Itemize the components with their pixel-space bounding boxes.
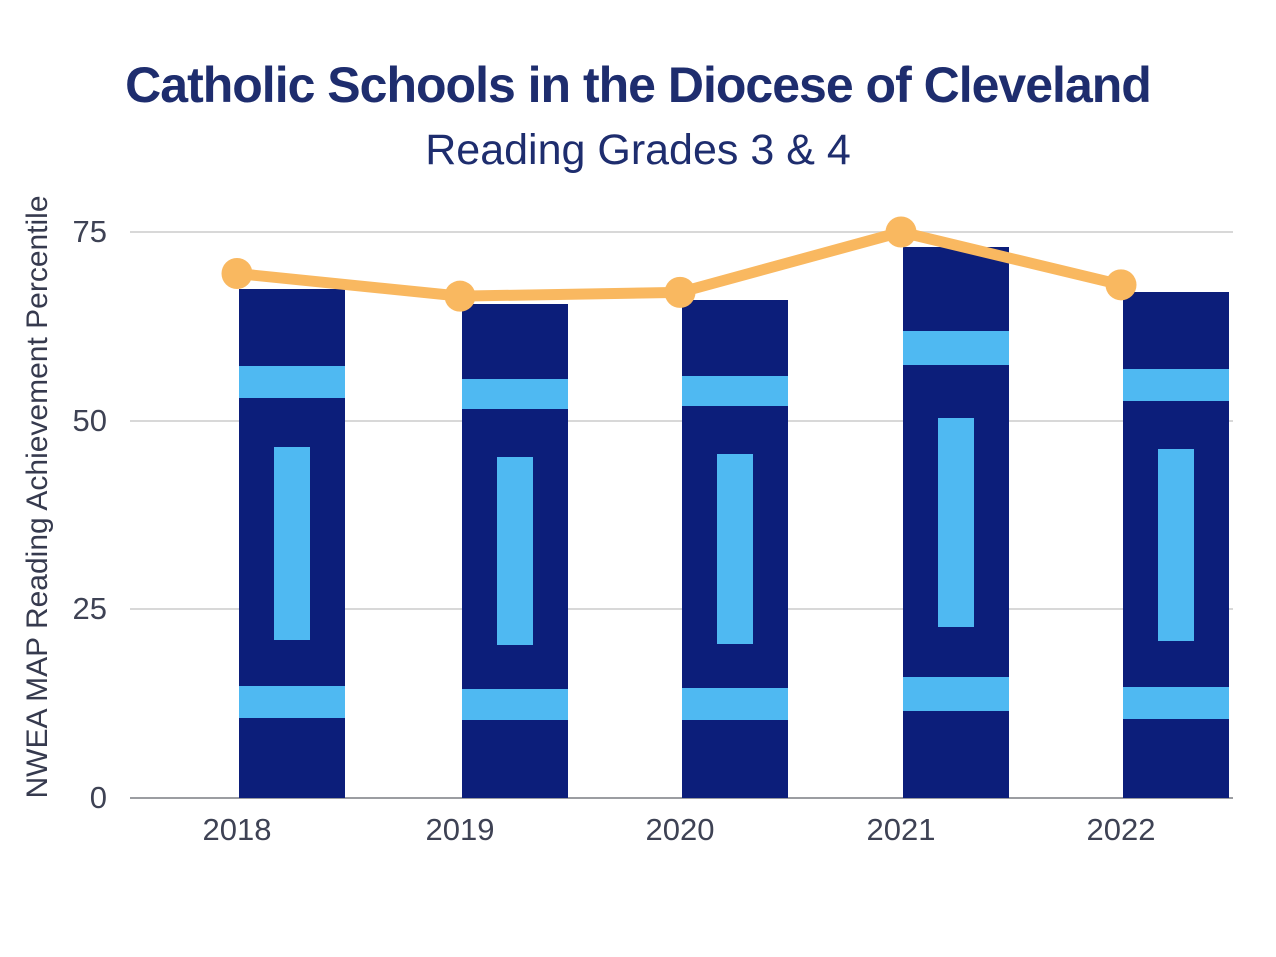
bar-top-stripe bbox=[682, 375, 788, 407]
bar-inner-rect bbox=[1157, 449, 1194, 642]
bar bbox=[1123, 292, 1229, 798]
bar-inner-rect bbox=[937, 417, 974, 628]
x-tick-label: 2019 bbox=[425, 812, 495, 847]
bar-top-stripe bbox=[239, 366, 345, 398]
x-tick-label: 2021 bbox=[866, 812, 936, 847]
x-tick-label: 2018 bbox=[202, 812, 272, 847]
y-tick-label: 0 bbox=[89, 780, 107, 815]
chart-subtitle: Reading Grades 3 & 4 bbox=[425, 126, 851, 174]
y-axis-label: NWEA MAP Reading Achievement Percentile bbox=[21, 195, 54, 799]
y-tick-label: 25 bbox=[72, 591, 107, 627]
bar bbox=[682, 299, 788, 798]
gridline bbox=[130, 231, 1233, 233]
chart-title: Catholic Schools in the Diocese of Cleve… bbox=[125, 57, 1152, 113]
x-tick-label: 2022 bbox=[1086, 812, 1156, 847]
bar-inner-rect bbox=[273, 446, 310, 641]
bar-bottom-stripe bbox=[462, 689, 568, 721]
bar-inner-rect bbox=[716, 454, 753, 644]
bar-bottom-stripe bbox=[1123, 686, 1229, 719]
line-marker bbox=[221, 258, 253, 290]
y-tick-label: 75 bbox=[72, 214, 107, 249]
gridline bbox=[130, 419, 1233, 422]
bar bbox=[462, 303, 568, 798]
x-tick-label: 2020 bbox=[645, 812, 715, 847]
bar-top-stripe bbox=[1123, 369, 1229, 401]
bar-inner-rect bbox=[496, 456, 533, 645]
bar-top-stripe bbox=[462, 378, 568, 410]
bar-bottom-stripe bbox=[239, 685, 345, 718]
bar-top-stripe bbox=[903, 330, 1009, 365]
bar-bottom-stripe bbox=[903, 676, 1009, 712]
bar bbox=[903, 247, 1009, 798]
x-axis-line bbox=[130, 797, 1233, 799]
bar bbox=[239, 288, 345, 798]
gridline bbox=[130, 608, 1233, 611]
bar-bottom-stripe bbox=[682, 688, 788, 720]
y-tick-label: 50 bbox=[72, 402, 107, 438]
